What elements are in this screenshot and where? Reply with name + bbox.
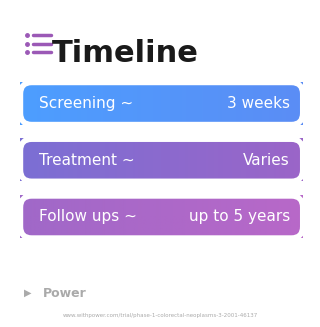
Text: Varies: Varies [243, 153, 290, 168]
Text: Follow ups ~: Follow ups ~ [39, 210, 137, 225]
Text: www.withpower.com/trial/phase-1-colorectal-neoplasms-3-2001-46137: www.withpower.com/trial/phase-1-colorect… [62, 313, 258, 318]
Text: up to 5 years: up to 5 years [189, 210, 290, 225]
Text: ▶: ▶ [24, 288, 31, 298]
Text: Screening ~: Screening ~ [39, 96, 133, 111]
Text: Timeline: Timeline [52, 39, 199, 68]
Text: Power: Power [43, 287, 86, 300]
Text: 3 weeks: 3 weeks [227, 96, 290, 111]
Text: Treatment ~: Treatment ~ [39, 153, 135, 168]
